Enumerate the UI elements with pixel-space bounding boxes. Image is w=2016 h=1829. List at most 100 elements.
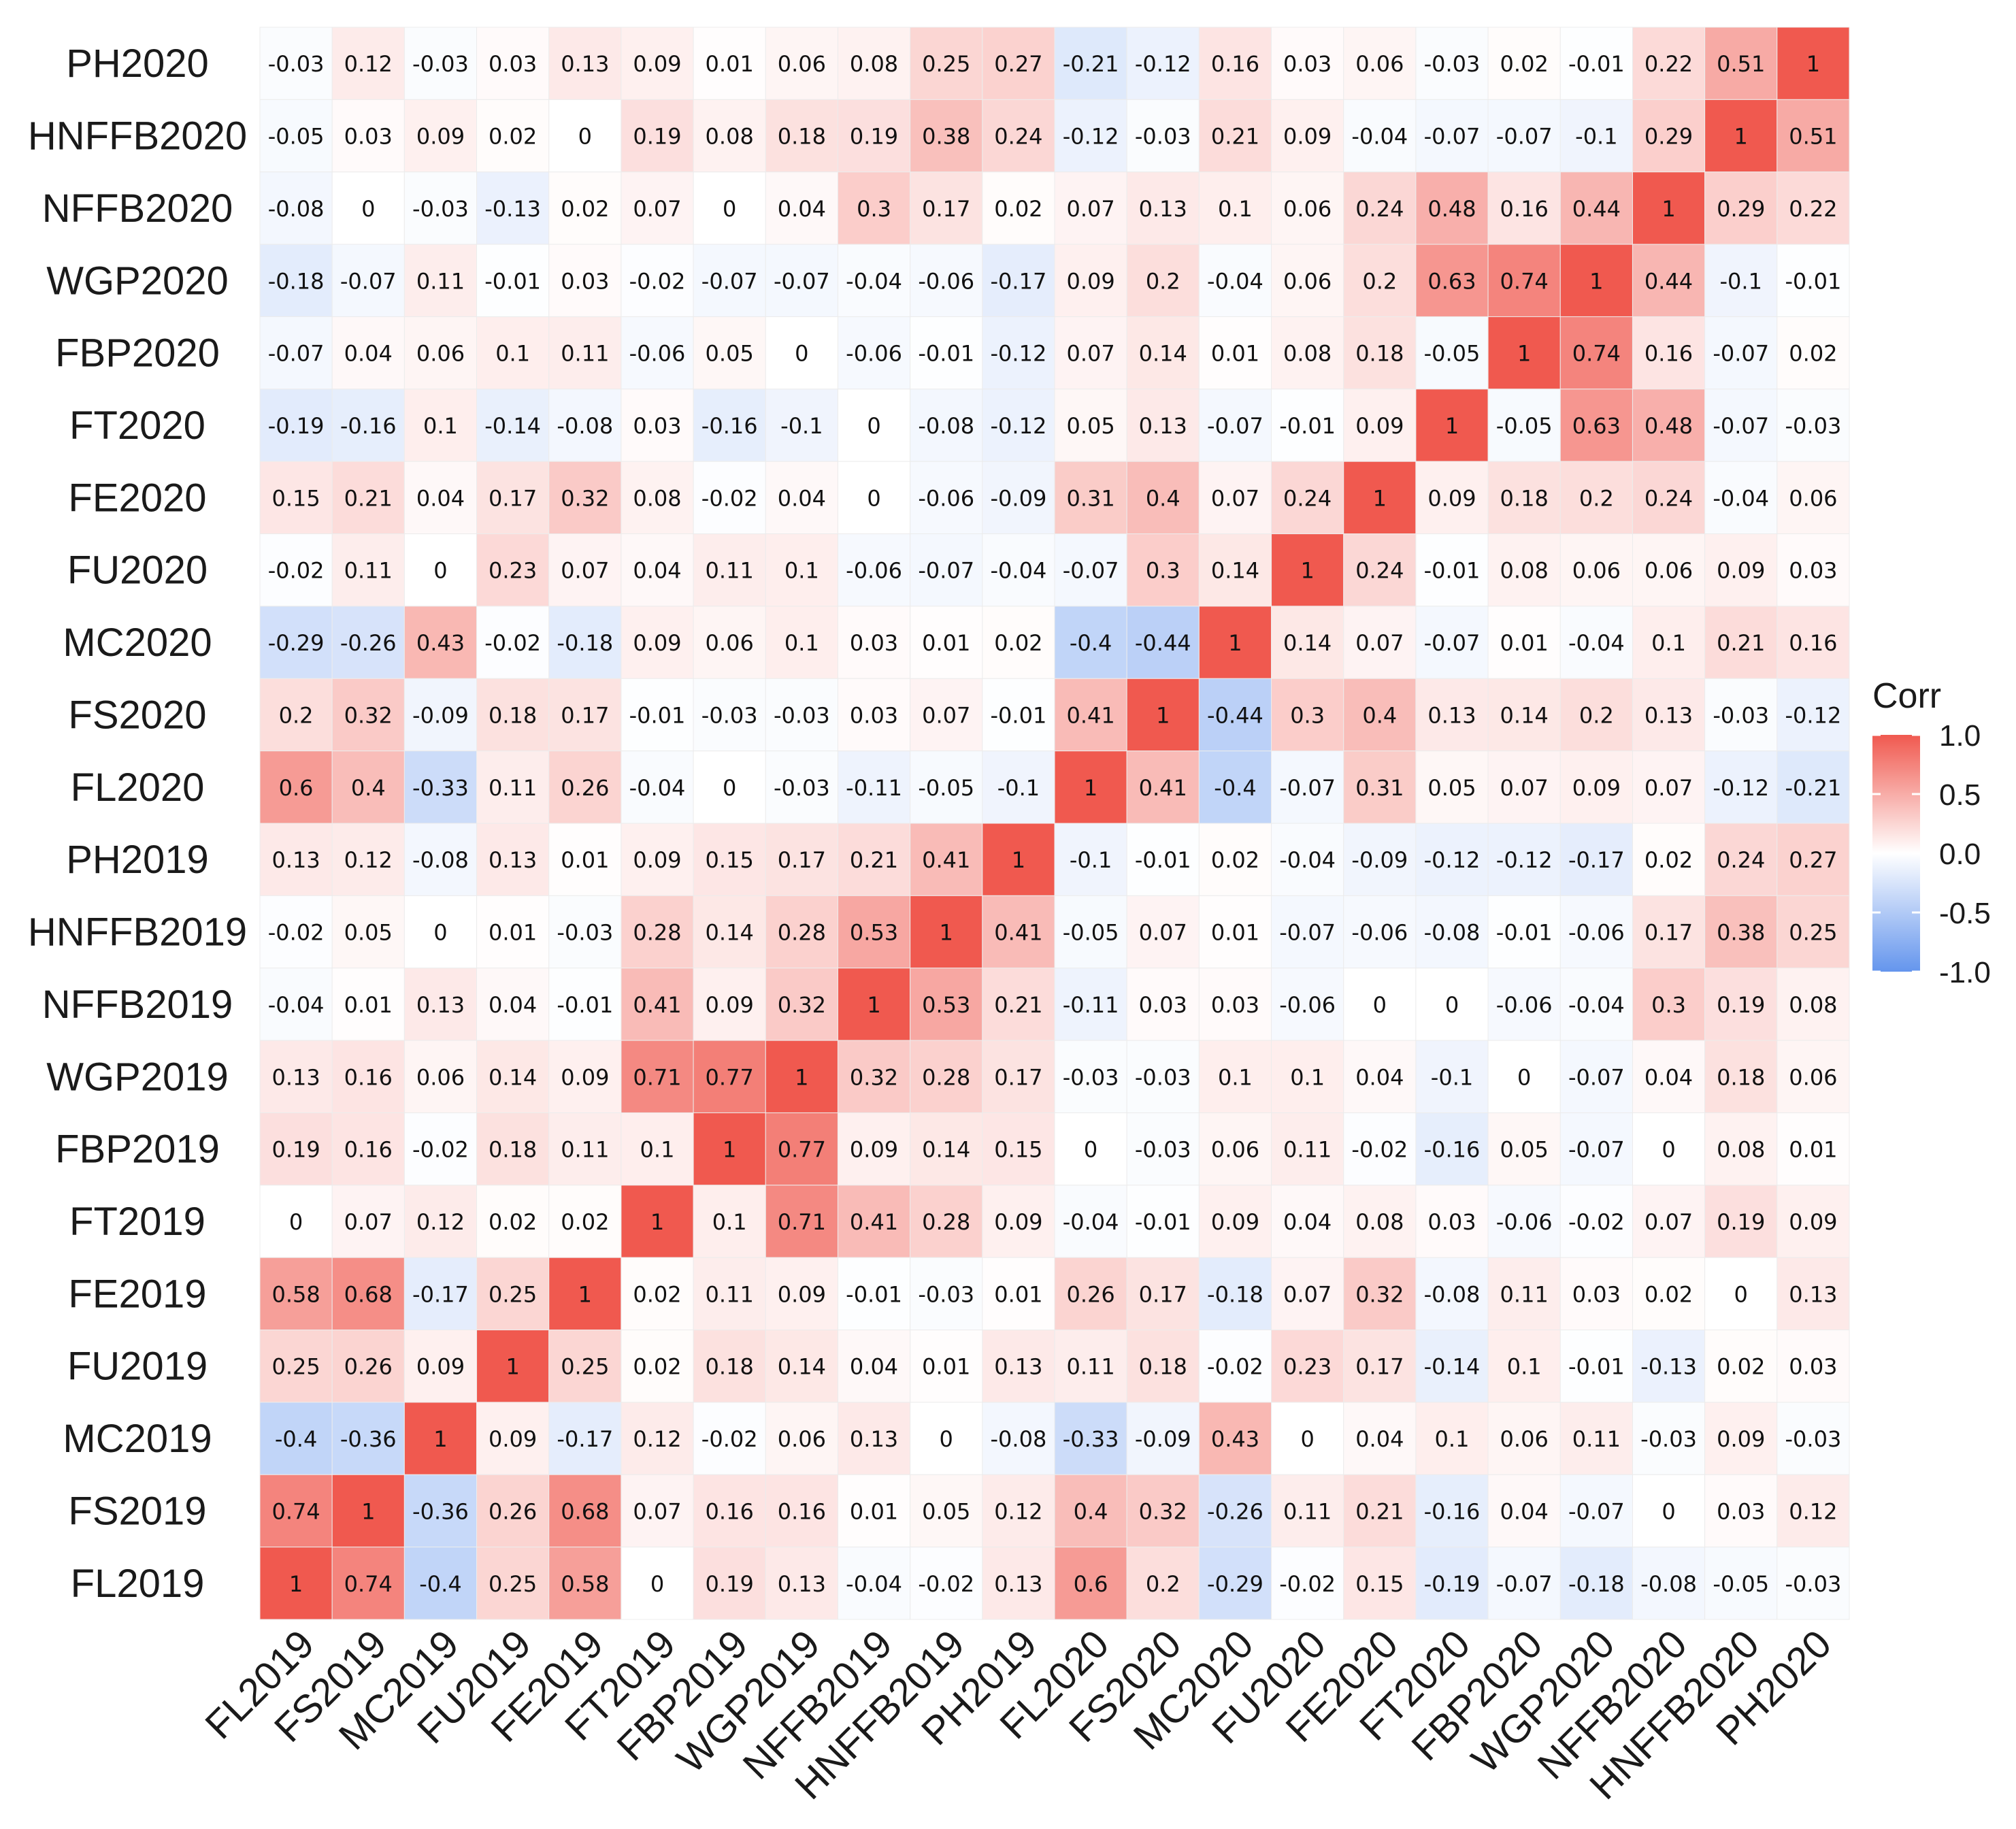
cell-value-label: -0.01 [1568,1354,1625,1380]
heatmap-cell [910,461,983,535]
cell-value-label: -0.01 [557,992,613,1018]
cell-value-label: 0.16 [344,1137,393,1163]
cell-value-label: -0.05 [268,124,325,150]
heatmap-cell [1487,1257,1561,1331]
heatmap-cell [1415,389,1489,462]
heatmap-cell [910,1547,983,1620]
heatmap-cell [1632,461,1706,535]
heatmap-cell [331,533,405,607]
cell-value-label: 0.06 [1283,196,1332,222]
cell-value-label: -0.12 [1713,775,1769,801]
heatmap-cell [1343,389,1417,462]
heatmap-cell [1126,171,1200,245]
cell-value-label: -0.02 [412,1137,469,1163]
heatmap-cell [1559,316,1633,390]
cell-value-label: 0 [650,1571,664,1597]
cell-value-label: -0.06 [1496,992,1553,1018]
cell-value-label: -0.02 [268,920,325,946]
cell-value-label: -0.04 [1351,124,1408,150]
cell-value-label: -0.03 [1135,1064,1191,1090]
heatmap-cell [476,1547,550,1620]
heatmap-cell [331,1040,405,1113]
heatmap-cell [1487,968,1561,1041]
cell-value-label: 1 [361,1498,375,1524]
cell-value-label: 0.4 [1146,485,1180,511]
heatmap-cell [910,1474,983,1548]
heatmap-cell [1777,533,1850,607]
cell-value-label: -0.02 [701,1426,758,1452]
heatmap-cell [476,1474,550,1548]
heatmap-cell [982,316,1055,390]
cell-value-label: 0.03 [1427,1209,1476,1235]
cell-value-label: 0.28 [922,1209,970,1235]
heatmap-cell [1054,968,1127,1041]
cell-value-label: 0.07 [1283,1281,1332,1307]
heatmap-cell [403,389,478,462]
cell-value-label: 0.02 [1717,1354,1765,1380]
cell-value-label: 0.09 [1717,1426,1765,1452]
cell-value-label: -0.17 [991,268,1047,294]
cell-value-label: 0.04 [1500,1498,1549,1524]
cell-value-label: -0.07 [1568,1498,1625,1524]
heatmap-cell [1054,823,1127,896]
cell-value-label: -0.13 [1640,1354,1697,1380]
cell-value-label: 0.14 [489,1064,537,1090]
heatmap-cell [1415,316,1489,390]
heatmap-cell [1271,1040,1344,1113]
heatmap-cell [910,823,983,896]
cell-value-label: 0.68 [561,1498,609,1524]
heatmap-cell [982,968,1055,1041]
cell-value-label: 0.24 [1355,196,1404,222]
cell-value-label: 0.18 [778,124,826,150]
heatmap-cell [476,27,550,100]
heatmap-cell [1198,751,1272,824]
heatmap-cell [1271,1402,1344,1475]
heatmap-cell [1777,99,1850,173]
cell-value-label: 0.03 [344,124,393,150]
heatmap-cell [1559,1474,1633,1548]
heatmap-cell [693,99,766,173]
cell-value-label: 0.01 [1211,920,1259,946]
cell-value-label: 0.07 [344,1209,393,1235]
cell-value-label: 0.06 [416,341,465,367]
cell-value-label: 0.05 [706,341,754,367]
heatmap-cell [1777,244,1850,317]
cell-value-label: 0.32 [1355,1281,1404,1307]
cell-value-label: 1 [795,1064,808,1090]
heatmap-cell [1777,1330,1850,1403]
heatmap-cell [1126,1474,1200,1548]
heatmap-cell [910,1112,983,1186]
cell-value-label: 0.12 [1789,1498,1837,1524]
cell-value-label: -0.4 [419,1571,461,1597]
heatmap-cell [910,27,983,100]
heatmap-cell [403,244,478,317]
heatmap-cell [1559,751,1633,824]
x-axis-labels: FL2019FS2019MC2019FU2019FE2019FT2019FBP2… [197,1621,1840,1808]
cell-value-label: 0.53 [922,992,970,1018]
cell-value-label: -0.07 [1713,341,1769,367]
cell-value-label: 0 [723,196,736,222]
cell-value-label: 0.01 [561,847,609,873]
cell-value-label: 0.16 [1789,630,1837,656]
cell-value-label: 0.43 [1211,1426,1259,1452]
cell-value-label: 0.6 [279,775,314,801]
heatmap-cell [910,533,983,607]
cell-value-label: 0.09 [994,1209,1042,1235]
cell-value-label: 0.25 [271,1354,320,1380]
heatmap-cell [1054,27,1127,100]
heatmap-cell [1559,27,1633,100]
heatmap-cell [621,1040,694,1113]
cell-value-label: 0.02 [994,630,1042,656]
cell-value-label: 0.08 [633,485,681,511]
heatmap-cell [1559,244,1633,317]
cell-value-label: 0.1 [784,630,819,656]
cell-value-label: 1 [723,1137,736,1163]
cell-value-label: 0.2 [1146,1571,1180,1597]
cell-value-label: -0.03 [701,702,758,728]
cell-value-label: 0.25 [561,1354,609,1380]
heatmap-cell [1777,316,1850,390]
heatmap-cell [331,1185,405,1258]
heatmap-cell [1054,316,1127,390]
cell-value-label: 0.06 [1789,485,1837,511]
heatmap-cell [982,533,1055,607]
